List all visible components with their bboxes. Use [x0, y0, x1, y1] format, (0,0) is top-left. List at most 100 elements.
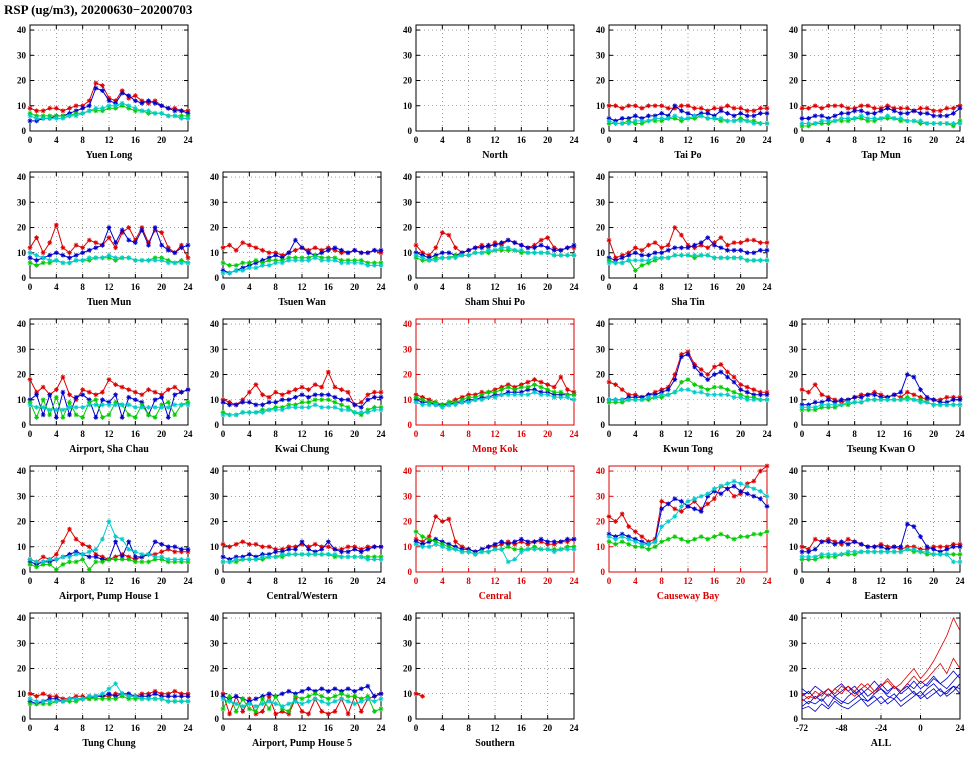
cyan-marker [519, 549, 524, 554]
cyan-marker [607, 397, 612, 402]
x-tick-label: 0 [414, 576, 419, 586]
cyan-marker [800, 121, 805, 126]
chart-title-airport-pump-house-5: Airport, Pump House 5 [252, 738, 352, 749]
red-marker [453, 245, 458, 250]
y-tick-label: 40 [403, 613, 413, 623]
x-tick-label: 20 [929, 576, 939, 586]
cyan-marker [719, 484, 724, 489]
x-tick-label: 4 [247, 723, 252, 733]
cyan-marker [512, 392, 517, 397]
red-marker [74, 103, 79, 108]
cyan-marker [107, 519, 112, 524]
cyan-marker [300, 552, 305, 557]
x-tick-label: 24 [377, 429, 387, 439]
cyan-marker [745, 397, 750, 402]
blue-marker [925, 395, 930, 400]
red-marker [247, 243, 252, 248]
red-marker [159, 549, 164, 554]
cyan-marker [526, 392, 531, 397]
blue-marker [365, 397, 370, 402]
cyan-marker [365, 557, 370, 562]
green-marker [306, 694, 311, 699]
blue-marker [499, 240, 504, 245]
y-tick-label: 40 [210, 466, 220, 476]
blue-marker [558, 248, 563, 253]
cyan-marker [100, 691, 105, 696]
cyan-marker [512, 557, 517, 562]
green-marker [633, 268, 638, 273]
cyan-marker [686, 116, 691, 121]
cyan-marker [738, 481, 743, 486]
red-marker [705, 372, 710, 377]
blue-marker [34, 392, 39, 397]
green-marker [499, 387, 504, 392]
cyan-marker [113, 402, 118, 407]
green-marker [352, 694, 357, 699]
chart-title-tai-po: Tai Po [674, 150, 701, 161]
green-marker [28, 562, 33, 567]
cyan-marker [80, 258, 85, 263]
blue-marker [892, 544, 897, 549]
blue-marker [365, 684, 370, 689]
blue-marker [47, 253, 52, 258]
cyan-marker [133, 106, 138, 111]
blue-marker [80, 250, 85, 255]
y-tick-label: 10 [17, 689, 27, 699]
cyan-marker [806, 121, 811, 126]
y-tick-label: 10 [596, 101, 606, 111]
y-tick-label: 40 [789, 319, 799, 329]
red-marker [800, 544, 805, 549]
cyan-marker [892, 397, 897, 402]
red-marker [931, 108, 936, 113]
blue-marker [186, 243, 191, 248]
blue-marker [359, 250, 364, 255]
cyan-marker [918, 549, 923, 554]
blue-marker [159, 395, 164, 400]
cyan-marker [293, 552, 298, 557]
blue-marker [352, 689, 357, 694]
green-marker [41, 260, 46, 265]
blue-marker [666, 248, 671, 253]
x-tick-label: 24 [184, 429, 194, 439]
x-tick-label: 0 [28, 282, 33, 292]
cyan-marker [186, 557, 191, 562]
green-marker [28, 260, 33, 265]
red-marker [379, 390, 384, 395]
blue-marker [905, 111, 910, 116]
red-marker [699, 106, 704, 111]
blue-marker [179, 694, 184, 699]
blue-marker [686, 504, 691, 509]
cyan-marker [958, 121, 963, 126]
cyan-marker [493, 547, 498, 552]
cyan-marker [339, 260, 344, 265]
y-tick-label: 40 [789, 613, 799, 623]
red-marker [433, 245, 438, 250]
y-tick-label: 40 [596, 172, 606, 182]
blue-marker [918, 534, 923, 539]
x-tick-label: 12 [684, 576, 694, 586]
x-tick-label: 16 [710, 135, 720, 145]
cyan-marker [120, 691, 125, 696]
blue-marker [87, 554, 92, 559]
cyan-marker [865, 116, 870, 121]
x-tick-label: 24 [763, 135, 773, 145]
cyan-marker [28, 113, 33, 118]
cyan-marker [705, 253, 710, 258]
cyan-marker [765, 494, 770, 499]
green-marker [758, 532, 763, 537]
cyan-marker [234, 701, 239, 706]
y-tick-label: 20 [210, 223, 220, 233]
cyan-marker [745, 119, 750, 124]
blue-marker [286, 547, 291, 552]
blue-marker [333, 686, 338, 691]
red-marker [372, 390, 377, 395]
blue-marker [120, 415, 125, 420]
green-marker [172, 413, 177, 418]
cyan-marker [738, 395, 743, 400]
red-marker [140, 392, 145, 397]
red-marker [286, 390, 291, 395]
cyan-marker [833, 119, 838, 124]
cyan-marker [719, 392, 724, 397]
